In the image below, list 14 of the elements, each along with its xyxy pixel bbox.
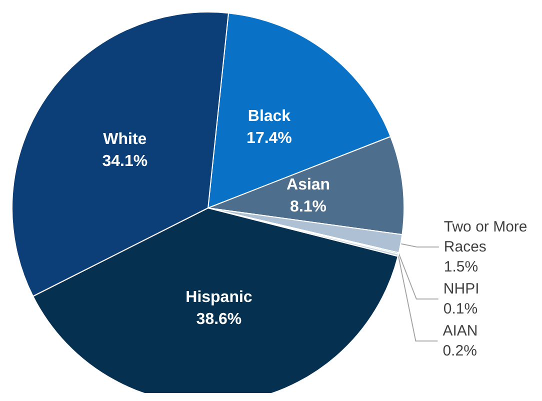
slice-label: Two or More Races: [444, 218, 532, 256]
data-label: 0.1%: [443, 300, 478, 318]
data-label: 1.5%: [444, 258, 478, 276]
data-label: 17.4%: [246, 130, 292, 148]
slice-label: Asian: [286, 176, 330, 194]
slice-label: Black: [248, 108, 291, 126]
slice-label: AIAN: [442, 322, 478, 340]
data-label: 38.6%: [196, 310, 242, 328]
slice-label: White: [103, 131, 147, 148]
slice-label: NHPI: [443, 280, 480, 298]
data-label: 34.1%: [102, 153, 148, 170]
slice-label: Hispanic: [186, 288, 252, 306]
data-label: 0.2%: [442, 342, 477, 360]
data-label: 8.1%: [290, 198, 327, 216]
